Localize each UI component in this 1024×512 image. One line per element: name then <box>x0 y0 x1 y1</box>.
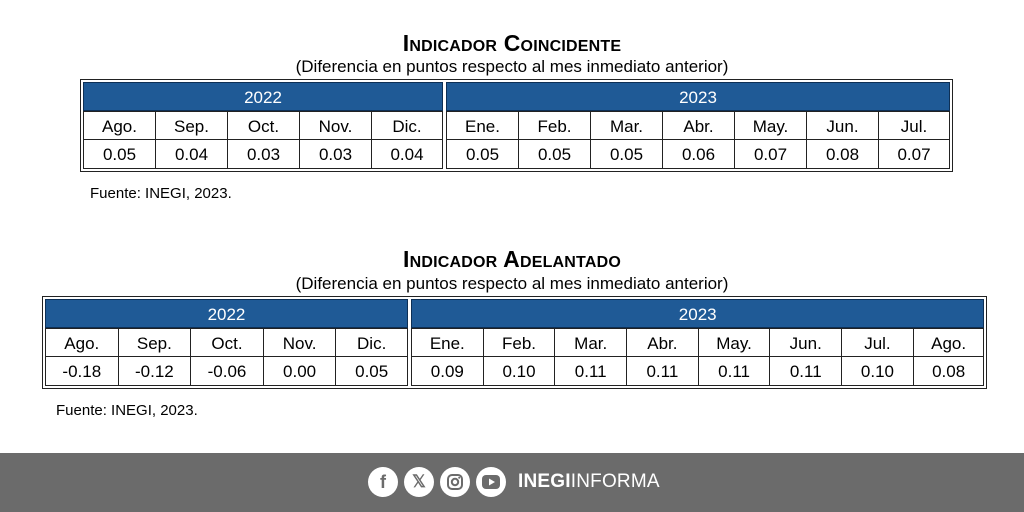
value-cell: -0.06 <box>190 357 263 386</box>
value-cell: 0.00 <box>262 357 336 386</box>
year-header: 2023 <box>446 82 950 111</box>
value-cell: 0.11 <box>626 357 698 386</box>
month-header-cell: Ene. <box>446 111 518 140</box>
month-header-cell: Jul. <box>841 328 913 357</box>
coincidente-subtitle: (Diferencia en puntos respecto al mes in… <box>295 57 729 76</box>
value-cell: -0.12 <box>117 357 191 386</box>
adelantado-group-2022: 2022 Ago. Sep. Oct. Nov. Dic. -0.18 -0.12 -0.0… <box>45 299 408 386</box>
value-cell: 0.11 <box>769 357 842 386</box>
month-header-cell: Abr. <box>626 328 698 357</box>
value-cell: 0.05 <box>83 140 155 169</box>
month-header-cell: Dic. <box>371 111 443 140</box>
adelantado-title: Indicador Adelantado <box>402 246 621 272</box>
value-cell: 0.11 <box>554 357 627 386</box>
month-header-cell: Ago. <box>912 328 985 357</box>
coincidente-table: 2022 Ago. Sep. Oct. Nov. Dic. 0.05 0.04 0.03 0.… <box>80 79 953 172</box>
adelantado-table: 2022 Ago. Sep. Oct. Nov. Dic. -0.18 -0.12 -0.0… <box>42 296 988 389</box>
year-header: 2023 <box>410 299 985 328</box>
month-header-cell: Abr. <box>662 111 734 140</box>
coincidente-title: Indicador Coincidente <box>402 30 622 56</box>
social-links: f 𝕏 INEGIINFORMA <box>368 467 660 497</box>
month-header-cell: Jun. <box>769 328 842 357</box>
month-header-cell: Ago. <box>83 111 155 140</box>
value-cell: 0.04 <box>371 140 443 169</box>
coincidente-source: Fuente: INEGI, 2023. <box>90 185 232 202</box>
month-header-cell: May. <box>734 111 806 140</box>
value-cell: 0.05 <box>590 140 662 169</box>
month-header-cell: Mar. <box>554 328 627 357</box>
coincidente-group-2022: 2022 Ago. Sep. Oct. Nov. Dic. 0.05 0.04 0.03 0.… <box>83 82 443 169</box>
adelantado-group-2023: 2023 Ene. Feb. Mar. Abr. May. Jun. Jul. Ago. 0.… <box>410 299 985 386</box>
value-cell: 0.05 <box>518 140 590 169</box>
month-header-cell: May. <box>697 328 770 357</box>
month-header-cell: Nov. <box>299 111 371 140</box>
month-header-cell: Dic. <box>335 328 408 357</box>
month-header-cell: Nov. <box>262 328 336 357</box>
adelantado-subtitle: (Diferencia en puntos respecto al mes in… <box>295 274 729 293</box>
month-header-cell: Jun. <box>806 111 878 140</box>
instagram-icon[interactable] <box>440 467 470 497</box>
value-cell: 0.03 <box>299 140 371 169</box>
adelantado-source: Fuente: INEGI, 2023. <box>56 402 198 419</box>
value-cell: 0.03 <box>227 140 299 169</box>
year-header: 2022 <box>83 82 443 111</box>
value-cell: 0.09 <box>410 357 483 386</box>
value-cell: 0.11 <box>697 357 770 386</box>
facebook-icon[interactable]: f <box>368 467 398 497</box>
value-cell: 0.10 <box>841 357 913 386</box>
month-header-cell: Feb. <box>482 328 555 357</box>
value-cell: -0.18 <box>45 357 118 386</box>
value-cell: 0.10 <box>482 357 555 386</box>
month-header-cell: Oct. <box>190 328 263 357</box>
month-header-cell: Oct. <box>227 111 299 140</box>
value-cell: 0.08 <box>806 140 878 169</box>
month-header-cell: Sep. <box>155 111 227 140</box>
value-cell: 0.05 <box>335 357 408 386</box>
month-header-cell: Mar. <box>590 111 662 140</box>
month-header-cell: Feb. <box>518 111 590 140</box>
footer-bar: f 𝕏 INEGIINFORMA <box>0 453 1024 512</box>
value-cell: 0.07 <box>878 140 950 169</box>
youtube-icon[interactable] <box>476 467 506 497</box>
month-header-cell: Ene. <box>410 328 483 357</box>
coincidente-group-2023: 2023 Ene. Feb. Mar. Abr. May. Jun. Jul. 0.05 0.… <box>446 82 950 169</box>
year-header: 2022 <box>45 299 408 328</box>
value-cell: 0.08 <box>912 357 985 386</box>
month-header-cell: Ago. <box>45 328 118 357</box>
x-icon[interactable]: 𝕏 <box>404 467 434 497</box>
month-header-cell: Sep. <box>117 328 191 357</box>
brand-logo: INEGIINFORMA <box>518 471 660 492</box>
value-cell: 0.04 <box>155 140 227 169</box>
month-header-cell: Jul. <box>878 111 950 140</box>
value-cell: 0.07 <box>734 140 806 169</box>
value-cell: 0.05 <box>446 140 518 169</box>
value-cell: 0.06 <box>662 140 734 169</box>
